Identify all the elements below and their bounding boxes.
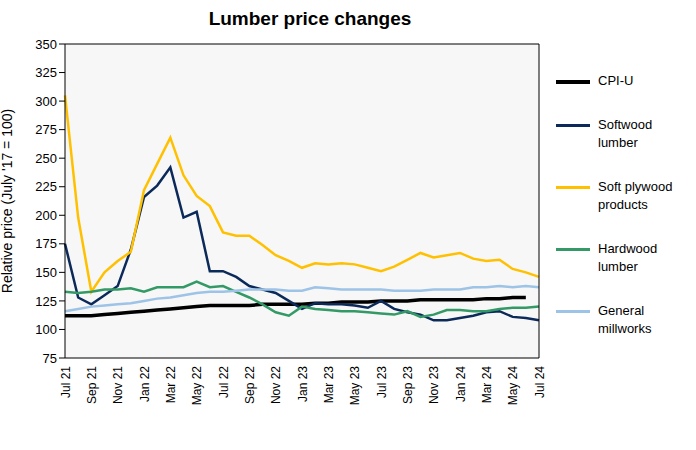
svg-text:Nov 22: Nov 22	[269, 366, 283, 404]
svg-text:Sep 21: Sep 21	[85, 366, 99, 404]
svg-text:Sep 22: Sep 22	[243, 366, 257, 404]
svg-text:May 22: May 22	[190, 366, 204, 406]
svg-text:350: 350	[35, 38, 57, 52]
html-text:Soft plywood products: Soft plywood products	[598, 179, 673, 212]
svg-text:150: 150	[35, 265, 57, 280]
svg-text:Jul 21: Jul 21	[59, 366, 73, 398]
svg-text:Jul 24: Jul 24	[533, 366, 547, 398]
svg-text:Jan 24: Jan 24	[454, 366, 468, 402]
svg-text:Mar 24: Mar 24	[480, 366, 494, 404]
svg-text:Jan 22: Jan 22	[138, 366, 152, 402]
svg-text:275: 275	[35, 122, 57, 137]
svg-text:Nov 23: Nov 23	[427, 366, 441, 404]
svg-text:175: 175	[35, 236, 57, 251]
svg-text:300: 300	[35, 94, 57, 109]
svg-text:325: 325	[35, 65, 57, 80]
svg-text:75: 75	[43, 351, 57, 366]
svg-text:200: 200	[35, 208, 57, 223]
html-text:CPI-U: CPI-U	[598, 73, 634, 88]
svg-text:May 23: May 23	[348, 366, 362, 406]
svg-text:Jul 22: Jul 22	[217, 366, 231, 398]
html-text:General millworks: General millworks	[598, 303, 652, 336]
svg-text:Relative price (July '17 = 100: Relative price (July '17 = 100)	[8, 109, 15, 293]
html-text:Softwood lumber: Softwood lumber	[598, 117, 653, 150]
svg-text:250: 250	[35, 151, 57, 166]
svg-text:Mar 22: Mar 22	[164, 366, 178, 404]
svg-text:225: 225	[35, 179, 57, 194]
svg-text:Mar 23: Mar 23	[322, 366, 336, 404]
html-text:Lumber price changes: Lumber price changes	[208, 8, 412, 29]
svg-text:Jan 23: Jan 23	[296, 366, 310, 402]
svg-text:May 24: May 24	[506, 366, 520, 406]
svg-text:125: 125	[35, 294, 57, 309]
svg-text:100: 100	[35, 322, 57, 337]
svg-text:Nov 21: Nov 21	[111, 366, 125, 404]
svg-text:Jul 23: Jul 23	[375, 366, 389, 398]
svg-text:Sep 23: Sep 23	[401, 366, 415, 404]
html-text:Hardwood lumber: Hardwood lumber	[598, 241, 658, 274]
